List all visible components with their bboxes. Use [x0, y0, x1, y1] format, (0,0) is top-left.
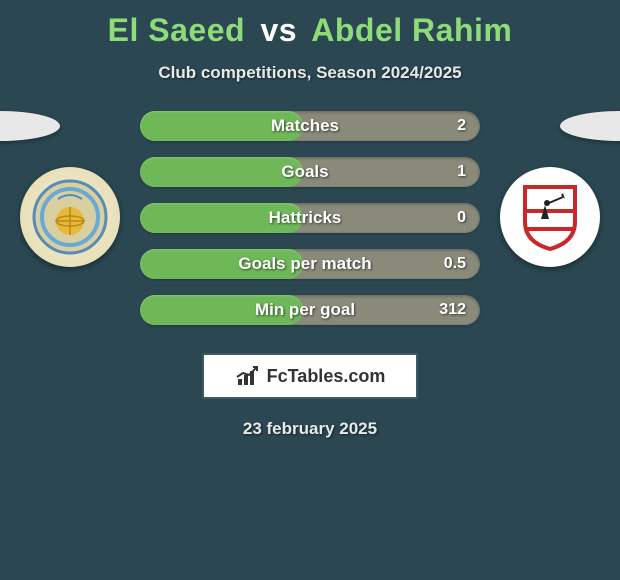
stat-label: Min per goal	[140, 300, 430, 320]
right-oval-decoration	[560, 111, 620, 141]
stat-row: Goals per match 0.5	[140, 249, 480, 279]
brand-text: FcTables.com	[267, 366, 386, 387]
subtitle: Club competitions, Season 2024/2025	[0, 63, 620, 83]
team-badge-right	[500, 167, 600, 267]
stat-value: 2	[430, 117, 480, 135]
stat-value: 312	[430, 301, 480, 319]
stat-label: Goals	[140, 162, 430, 182]
stat-value: 0	[430, 209, 480, 227]
content-area: Matches 2 Goals 1 Hattricks 0 Goals per …	[0, 111, 620, 439]
player2-name: Abdel Rahim	[311, 12, 512, 48]
stats-list: Matches 2 Goals 1 Hattricks 0 Goals per …	[140, 111, 480, 325]
left-oval-decoration	[0, 111, 60, 141]
stat-label: Goals per match	[140, 254, 430, 274]
date-label: 23 february 2025	[0, 419, 620, 439]
stat-row: Hattricks 0	[140, 203, 480, 233]
stat-value: 0.5	[430, 255, 480, 273]
vs-separator: vs	[260, 12, 297, 48]
chart-icon	[235, 365, 261, 387]
stat-label: Hattricks	[140, 208, 430, 228]
stat-label: Matches	[140, 116, 430, 136]
zamalek-crest-icon	[515, 177, 585, 257]
stat-value: 1	[430, 163, 480, 181]
brand-box: FcTables.com	[202, 353, 418, 399]
stat-row: Goals 1	[140, 157, 480, 187]
player1-name: El Saeed	[108, 12, 245, 48]
ismaily-crest-icon	[30, 177, 110, 257]
team-badge-left	[20, 167, 120, 267]
stat-row: Min per goal 312	[140, 295, 480, 325]
stat-row: Matches 2	[140, 111, 480, 141]
page-title: El Saeed vs Abdel Rahim	[0, 0, 620, 49]
